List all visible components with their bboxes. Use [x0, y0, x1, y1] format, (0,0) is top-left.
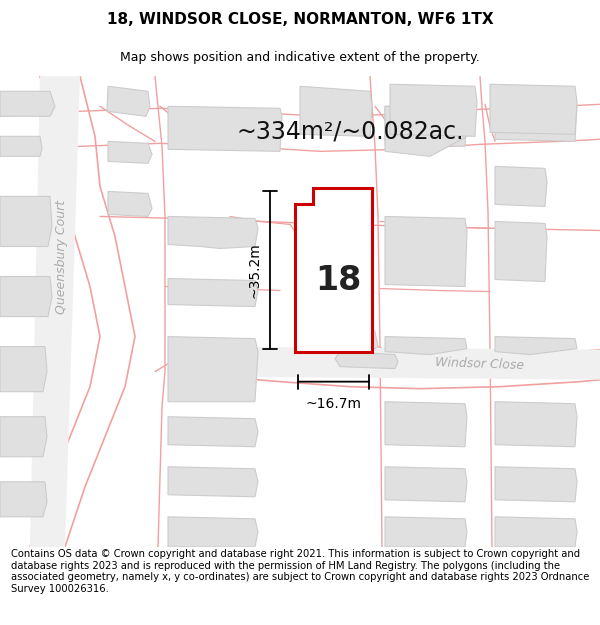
Text: ~334m²/~0.082ac.: ~334m²/~0.082ac.: [236, 119, 464, 143]
Polygon shape: [385, 216, 467, 286]
Polygon shape: [168, 417, 258, 447]
Polygon shape: [495, 467, 577, 502]
Polygon shape: [385, 517, 467, 547]
Polygon shape: [0, 482, 47, 517]
Polygon shape: [495, 221, 547, 281]
Polygon shape: [390, 84, 477, 136]
Polygon shape: [335, 352, 398, 369]
Polygon shape: [495, 337, 577, 354]
Polygon shape: [0, 276, 52, 317]
Polygon shape: [168, 279, 258, 306]
Polygon shape: [168, 216, 258, 249]
Polygon shape: [495, 91, 577, 141]
Polygon shape: [495, 517, 577, 547]
Polygon shape: [385, 337, 467, 354]
Polygon shape: [300, 86, 372, 136]
Text: Contains OS data © Crown copyright and database right 2021. This information is : Contains OS data © Crown copyright and d…: [11, 549, 589, 594]
Text: 18: 18: [316, 264, 362, 296]
Polygon shape: [168, 517, 258, 547]
Polygon shape: [0, 347, 47, 392]
Polygon shape: [108, 141, 152, 163]
Text: Queensbury Court: Queensbury Court: [56, 199, 68, 314]
Polygon shape: [0, 196, 52, 246]
Polygon shape: [318, 322, 378, 352]
Text: Windsor Close: Windsor Close: [436, 356, 524, 372]
Text: ~35.2m: ~35.2m: [247, 242, 261, 298]
Polygon shape: [385, 402, 467, 447]
Polygon shape: [0, 417, 47, 457]
Polygon shape: [220, 347, 600, 379]
Polygon shape: [495, 402, 577, 447]
Polygon shape: [385, 106, 467, 156]
Polygon shape: [168, 337, 258, 402]
Polygon shape: [168, 467, 258, 497]
Polygon shape: [495, 166, 547, 206]
Polygon shape: [295, 188, 372, 352]
Polygon shape: [30, 76, 80, 547]
Text: ~16.7m: ~16.7m: [305, 397, 361, 411]
Text: 18, WINDSOR CLOSE, NORMANTON, WF6 1TX: 18, WINDSOR CLOSE, NORMANTON, WF6 1TX: [107, 11, 493, 26]
Polygon shape: [0, 91, 55, 116]
Polygon shape: [385, 106, 467, 146]
Polygon shape: [107, 86, 150, 116]
Polygon shape: [0, 136, 42, 156]
Polygon shape: [385, 467, 467, 502]
Polygon shape: [490, 84, 577, 134]
Polygon shape: [108, 191, 152, 216]
Polygon shape: [168, 106, 282, 151]
Text: Map shows position and indicative extent of the property.: Map shows position and indicative extent…: [120, 51, 480, 64]
